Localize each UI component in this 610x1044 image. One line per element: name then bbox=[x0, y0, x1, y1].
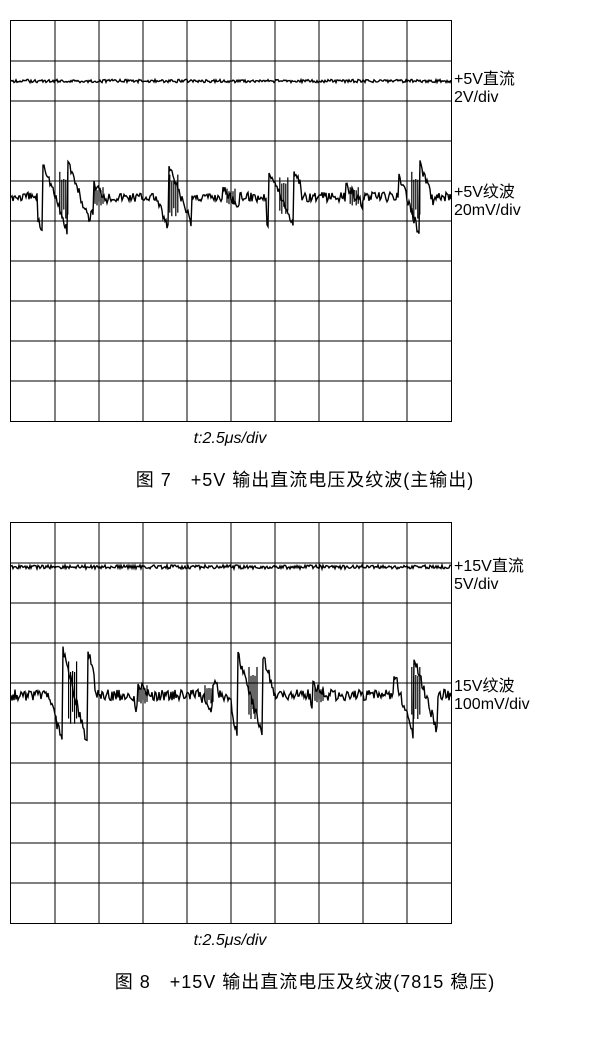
scope-svg bbox=[11, 523, 451, 923]
timebase-label: t:2.5μs/div bbox=[10, 430, 450, 448]
timebase-label: t:2.5μs/div bbox=[10, 932, 450, 950]
trace-label-dc: +5V直流2V/div bbox=[454, 65, 515, 107]
figure-caption: 图 8 +15V 输出直流电压及纹波(7815 稳压) bbox=[10, 968, 600, 994]
trace-label-top: +5V纹波 bbox=[454, 178, 521, 202]
trace-label-bot: 100mV/div bbox=[454, 696, 530, 714]
figure-1: +5V直流2V/div +5V纹波20mV/div t:2.5μs/div 图 7 +… bbox=[10, 20, 600, 492]
trace-label-ripple: +5V纹波20mV/div bbox=[454, 178, 521, 220]
root: +5V直流2V/div +5V纹波20mV/div t:2.5μs/div 图 7 +… bbox=[10, 20, 600, 994]
figure-2: +15V直流5V/div 15V纹波100mV/div t:2.5μs/div 图 8… bbox=[10, 522, 600, 994]
scope-svg bbox=[11, 21, 451, 421]
trace-label-bot: 5V/div bbox=[454, 576, 524, 594]
figure-caption: 图 7 +5V 输出直流电压及纹波(主输出) bbox=[10, 466, 600, 492]
trace-label-dc: +15V直流5V/div bbox=[454, 552, 524, 594]
trace-label-top: +15V直流 bbox=[454, 552, 524, 576]
trace-label-top: +5V直流 bbox=[454, 65, 515, 89]
scope-screen bbox=[10, 20, 452, 422]
trace-label-top: 15V纹波 bbox=[454, 672, 530, 696]
scope-area: +5V直流2V/div +5V纹波20mV/div bbox=[10, 20, 600, 422]
trace-label-bot: 20mV/div bbox=[454, 202, 521, 220]
trace-label-bot: 2V/div bbox=[454, 89, 515, 107]
trace-label-ripple: 15V纹波100mV/div bbox=[454, 672, 530, 714]
scope-screen bbox=[10, 522, 452, 924]
scope-area: +15V直流5V/div 15V纹波100mV/div bbox=[10, 522, 600, 924]
